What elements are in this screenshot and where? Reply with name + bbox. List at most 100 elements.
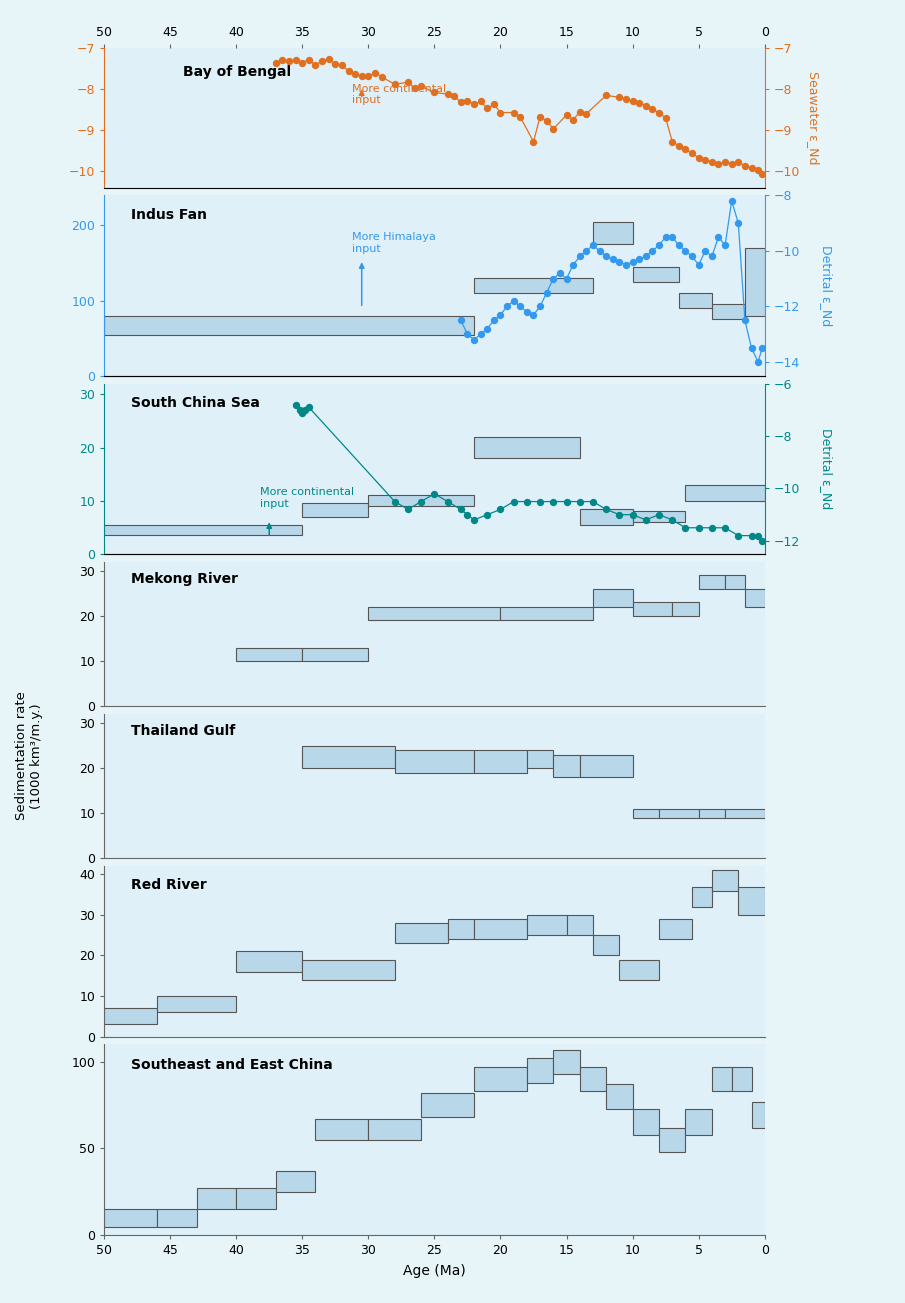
Point bbox=[691, 254, 706, 275]
Bar bbox=[527, 1058, 553, 1083]
Bar bbox=[633, 267, 679, 281]
Point bbox=[467, 94, 481, 115]
Bar bbox=[302, 503, 368, 517]
Point bbox=[513, 296, 528, 317]
Point bbox=[605, 249, 620, 270]
Bar bbox=[236, 951, 302, 972]
Point bbox=[744, 525, 758, 546]
Bar bbox=[712, 870, 738, 891]
Point bbox=[599, 499, 614, 520]
Text: Thailand Gulf: Thailand Gulf bbox=[130, 724, 234, 737]
Point bbox=[744, 158, 758, 179]
Bar bbox=[659, 1127, 685, 1152]
Point bbox=[645, 99, 660, 120]
Point bbox=[586, 235, 600, 255]
Point bbox=[612, 504, 626, 525]
Point bbox=[599, 246, 614, 267]
Point bbox=[513, 107, 528, 128]
Bar bbox=[196, 1188, 236, 1209]
Point bbox=[652, 103, 666, 124]
Bar bbox=[731, 1067, 751, 1091]
Point bbox=[553, 263, 567, 284]
Bar bbox=[593, 936, 619, 955]
Point bbox=[414, 491, 428, 512]
Point bbox=[473, 323, 488, 344]
Point bbox=[632, 93, 646, 113]
Y-axis label: Detrital ε_Nd: Detrital ε_Nd bbox=[820, 429, 833, 509]
Point bbox=[755, 337, 769, 358]
Bar bbox=[685, 485, 765, 500]
Point bbox=[645, 241, 660, 262]
Point bbox=[685, 143, 700, 164]
Point bbox=[698, 241, 712, 262]
Point bbox=[407, 77, 422, 98]
Bar bbox=[236, 1188, 276, 1209]
Point bbox=[678, 139, 692, 160]
Bar bbox=[302, 648, 368, 661]
Point bbox=[301, 50, 316, 70]
Point bbox=[447, 86, 462, 107]
Point bbox=[480, 504, 494, 525]
Point bbox=[546, 268, 560, 289]
Point bbox=[639, 95, 653, 116]
Point bbox=[441, 491, 455, 512]
Point bbox=[295, 403, 310, 423]
Point bbox=[718, 151, 732, 172]
Point bbox=[367, 63, 382, 83]
Bar bbox=[276, 1171, 316, 1192]
Text: More continental
input: More continental input bbox=[260, 487, 354, 508]
Point bbox=[573, 491, 587, 512]
Bar bbox=[104, 315, 474, 335]
Text: South China Sea: South China Sea bbox=[130, 396, 260, 409]
Bar bbox=[368, 1119, 421, 1140]
Bar bbox=[679, 293, 712, 309]
Bar bbox=[606, 1084, 633, 1109]
Point bbox=[387, 74, 402, 95]
Point bbox=[711, 154, 726, 175]
Point bbox=[612, 87, 626, 108]
Point bbox=[652, 504, 666, 525]
Point bbox=[705, 517, 719, 538]
Point bbox=[493, 499, 508, 520]
Point bbox=[493, 305, 508, 326]
Bar bbox=[633, 602, 672, 616]
Bar bbox=[580, 754, 633, 777]
Point bbox=[599, 85, 614, 106]
Point bbox=[678, 241, 692, 262]
Bar bbox=[633, 809, 659, 818]
Bar bbox=[659, 919, 692, 939]
Point bbox=[453, 310, 468, 331]
Point bbox=[559, 491, 574, 512]
Point bbox=[292, 400, 307, 421]
Bar bbox=[302, 959, 395, 980]
Bar bbox=[104, 1209, 157, 1226]
Point bbox=[625, 91, 640, 112]
Text: More continental
input: More continental input bbox=[352, 83, 446, 106]
Point bbox=[672, 136, 686, 156]
Point bbox=[566, 109, 580, 130]
Point bbox=[289, 395, 303, 416]
Bar bbox=[725, 576, 745, 589]
Point bbox=[533, 491, 548, 512]
Point bbox=[507, 291, 521, 311]
Point bbox=[387, 491, 402, 512]
Bar bbox=[395, 751, 474, 773]
Point bbox=[329, 53, 343, 74]
Point bbox=[665, 132, 680, 152]
Text: More Himalaya
input: More Himalaya input bbox=[352, 232, 436, 254]
Bar bbox=[157, 995, 236, 1012]
Point bbox=[321, 48, 336, 69]
Point bbox=[401, 499, 415, 520]
Bar bbox=[692, 886, 712, 907]
Bar bbox=[672, 602, 699, 616]
Point bbox=[539, 111, 554, 132]
Bar bbox=[659, 809, 699, 818]
Bar bbox=[421, 1093, 474, 1117]
Text: Red River: Red River bbox=[130, 878, 206, 893]
Point bbox=[546, 491, 560, 512]
Point bbox=[533, 296, 548, 317]
Point bbox=[375, 66, 389, 87]
Point bbox=[639, 509, 653, 530]
Point bbox=[751, 160, 766, 181]
Point bbox=[658, 227, 672, 248]
